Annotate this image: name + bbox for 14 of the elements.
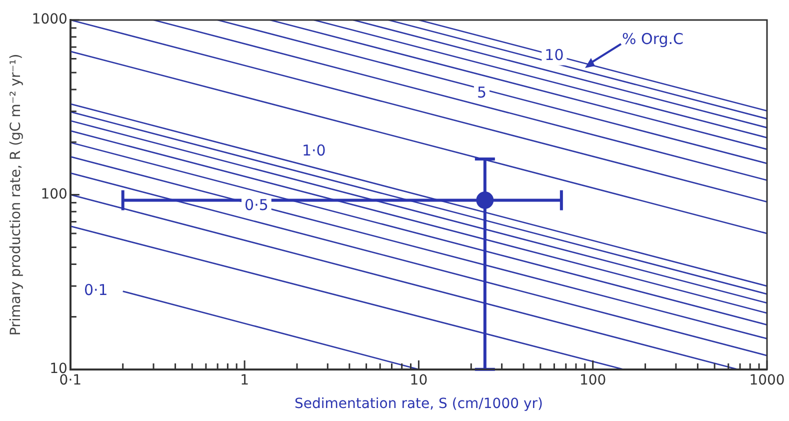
y-axis-title: Primary production rate, R (gC m⁻² yr⁻¹) (8, 54, 24, 336)
annotation: 0·5 (244, 196, 268, 214)
annotation: 0·1 (84, 281, 108, 300)
x-axis-title: Sedimentation rate, S (cm/1000 yr) (294, 396, 543, 412)
x-tick-label: 100 (579, 372, 606, 388)
x-tick-label: 1 (240, 372, 250, 388)
y-tick-label: 1000 (32, 12, 68, 28)
annotation: 1·0 (302, 142, 326, 160)
y-tick-label: 100 (40, 186, 68, 202)
annotation: 5 (476, 83, 486, 102)
annotation: % Org.C (622, 30, 684, 48)
x-tick-label: 1000 (749, 372, 785, 388)
x-tick-label: 10 (410, 372, 428, 388)
annotation: 10 (544, 46, 564, 64)
